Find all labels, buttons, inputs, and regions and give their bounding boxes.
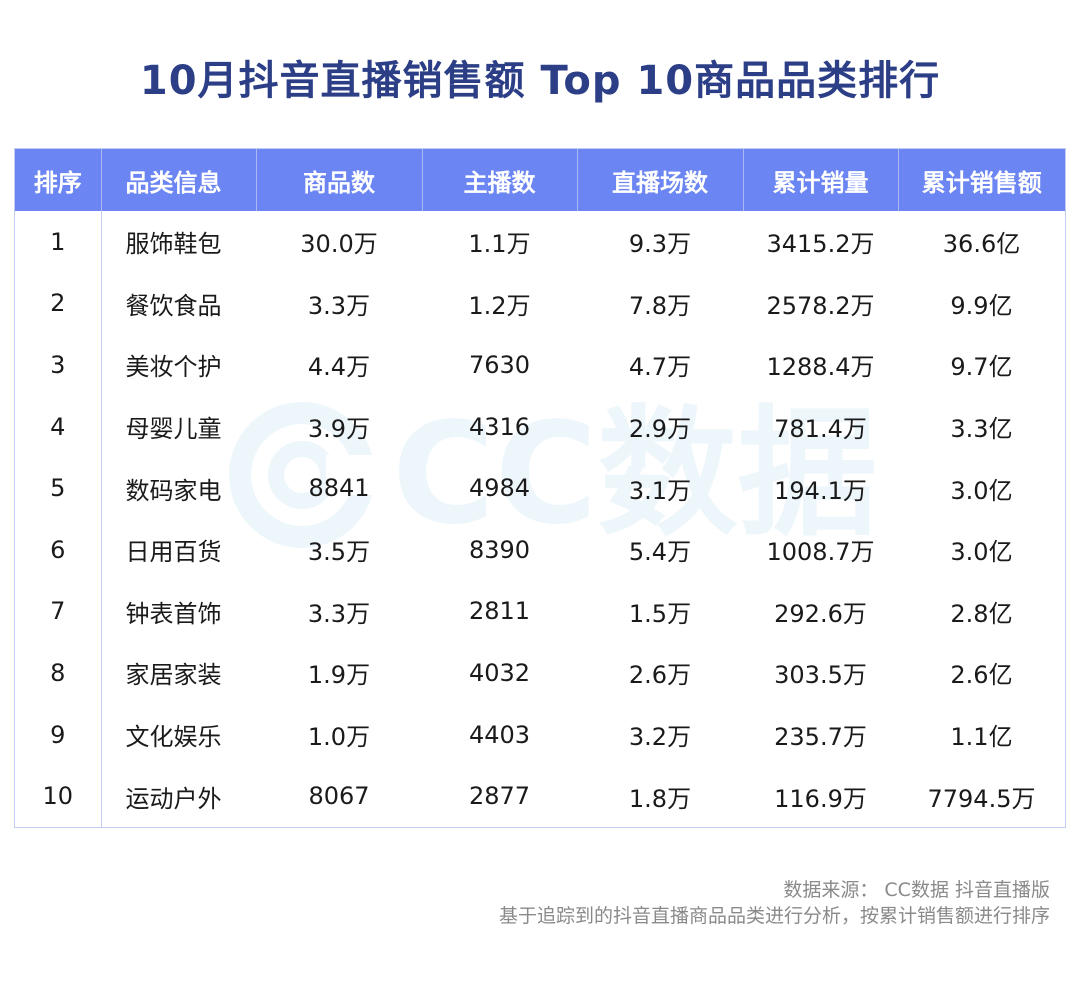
- table-row: 6 日用百货 3.5万 8390 5.4万 1008.7万 3.0亿: [15, 518, 1065, 581]
- cell-product-count: 8841: [308, 474, 370, 503]
- cell-product-count: 4.4万: [307, 353, 371, 382]
- footer-note: 基于追踪到的抖音直播商品品类进行分析，按累计销售额进行排序: [498, 905, 1050, 927]
- cell-rank: 4: [15, 395, 102, 458]
- cell-total-volume: 3415.2万: [766, 230, 875, 259]
- cell-live-sessions: 3.1万: [628, 476, 692, 505]
- header-total-volume: 累计销量: [743, 149, 899, 211]
- cell-product-count: 1.0万: [307, 723, 371, 752]
- table-row: 5 数码家电 8841 4984 3.1万 194.1万 3.0亿: [15, 457, 1065, 519]
- table-row: 10 运动户外 8067 2877 1.8万 116.9万 7794.5万: [15, 765, 1065, 827]
- cell-streamer-count: 1.1万: [468, 230, 531, 259]
- cell-category: 数码家电: [125, 476, 222, 505]
- header-category: 品类信息: [101, 149, 257, 211]
- cell-category: 母婴儿童: [125, 415, 222, 444]
- cell-total-volume: 2578.2万: [766, 291, 875, 320]
- cell-total-volume: 292.6万: [774, 599, 867, 628]
- cell-rank: 9: [15, 703, 102, 766]
- cell-product-count: 3.5万: [307, 538, 371, 567]
- cell-category: 服饰鞋包: [125, 230, 222, 259]
- cell-product-count: 3.9万: [307, 415, 371, 444]
- cell-total-volume: 1288.4万: [766, 353, 875, 382]
- table-header-row: 排序 品类信息 商品数 主播数 直播场数 累计销量 累计销售额: [15, 149, 1065, 211]
- cell-live-sessions: 2.6万: [628, 661, 692, 690]
- cell-streamer-count: 4316: [468, 412, 531, 441]
- cell-total-sales: 9.9亿: [950, 291, 1013, 320]
- header-product-count: 商品数: [256, 149, 423, 211]
- cell-category: 美妆个护: [125, 353, 222, 382]
- cell-live-sessions: 1.5万: [628, 599, 692, 628]
- cell-total-sales: 9.7亿: [950, 353, 1013, 382]
- cell-total-sales: 3.3亿: [950, 415, 1013, 444]
- cell-streamer-count: 1.2万: [468, 291, 531, 320]
- table-row: 1 服饰鞋包 30.0万 1.1万 9.3万 3415.2万 36.6亿: [15, 211, 1065, 273]
- cell-streamer-count: 4032: [468, 658, 531, 687]
- cell-total-sales: 7794.5万: [927, 784, 1036, 813]
- table-row: 4 母婴儿童 3.9万 4316 2.9万 781.4万 3.3亿: [15, 395, 1065, 458]
- cell-streamer-count: 8390: [468, 535, 531, 564]
- cell-rank: 10: [15, 765, 102, 827]
- cell-product-count: 1.9万: [307, 661, 371, 690]
- table-row: 2 餐饮食品 3.3万 1.2万 7.8万 2578.2万 9.9亿: [15, 272, 1065, 335]
- cell-live-sessions: 4.7万: [628, 353, 692, 382]
- cell-total-sales: 3.0亿: [950, 476, 1013, 505]
- header-streamer-count: 主播数: [422, 149, 578, 211]
- cell-rank: 7: [15, 580, 102, 643]
- cell-category: 运动户外: [125, 784, 222, 813]
- cell-total-sales: 36.6亿: [942, 230, 1021, 259]
- cell-total-volume: 116.9万: [774, 784, 867, 813]
- cell-rank: 6: [15, 518, 102, 581]
- cell-product-count: 3.3万: [307, 599, 371, 628]
- cell-live-sessions: 2.9万: [628, 415, 692, 444]
- cell-rank: 1: [15, 211, 102, 273]
- cell-product-count: 3.3万: [307, 291, 371, 320]
- page-title: 10月抖音直播销售额 Top 10商品品类排行: [139, 58, 941, 104]
- cell-rank: 5: [15, 457, 102, 519]
- cell-total-volume: 235.7万: [774, 723, 867, 752]
- cell-total-sales: 2.6亿: [950, 661, 1013, 690]
- header-rank: 排序: [15, 149, 102, 211]
- cell-streamer-count: 2877: [468, 782, 531, 811]
- table-row: 3 美妆个护 4.4万 7630 4.7万 1288.4万 9.7亿: [15, 334, 1065, 396]
- cell-total-sales: 3.0亿: [950, 538, 1013, 567]
- cell-rank: 2: [15, 272, 102, 335]
- header-live-sessions: 直播场数: [577, 149, 744, 211]
- cell-category: 日用百货: [125, 538, 222, 567]
- cell-rank: 8: [15, 642, 102, 704]
- cell-live-sessions: 3.2万: [628, 723, 692, 752]
- cell-streamer-count: 4403: [468, 720, 531, 749]
- cell-total-volume: 1008.7万: [766, 538, 875, 567]
- cell-total-volume: 781.4万: [774, 415, 867, 444]
- ranking-table: 排序 品类信息 商品数 主播数 直播场数 累计销量 累计销售额 1 服饰鞋包 30.…: [14, 148, 1066, 828]
- table-row: 9 文化娱乐 1.0万 4403 3.2万 235.7万 1.1亿: [15, 703, 1065, 766]
- cell-total-sales: 2.8亿: [950, 599, 1013, 628]
- cell-total-volume: 303.5万: [774, 661, 867, 690]
- cell-category: 餐饮食品: [125, 291, 222, 320]
- table-row: 8 家居家装 1.9万 4032 2.6万 303.5万 2.6亿: [15, 642, 1065, 704]
- cell-live-sessions: 5.4万: [628, 538, 692, 567]
- cell-rank: 3: [15, 334, 102, 396]
- cell-total-sales: 1.1亿: [950, 723, 1013, 752]
- cell-live-sessions: 9.3万: [628, 230, 692, 259]
- cell-streamer-count: 7630: [468, 350, 531, 379]
- header-total-sales: 累计销售额: [898, 149, 1065, 211]
- cell-product-count: 30.0万: [300, 230, 378, 259]
- table-row: 7 钟表首饰 3.3万 2811 1.5万 292.6万 2.8亿: [15, 580, 1065, 643]
- cell-streamer-count: 4984: [468, 474, 531, 503]
- cell-total-volume: 194.1万: [774, 476, 867, 505]
- cell-product-count: 8067: [308, 782, 370, 811]
- cell-category: 文化娱乐: [125, 723, 222, 752]
- footer-source: 数据来源： CC数据 抖音直播版: [783, 879, 1050, 901]
- cell-category: 家居家装: [125, 661, 222, 690]
- cell-streamer-count: 2811: [468, 597, 531, 626]
- cell-live-sessions: 7.8万: [628, 291, 692, 320]
- cell-category: 钟表首饰: [125, 599, 222, 628]
- cell-live-sessions: 1.8万: [628, 784, 692, 813]
